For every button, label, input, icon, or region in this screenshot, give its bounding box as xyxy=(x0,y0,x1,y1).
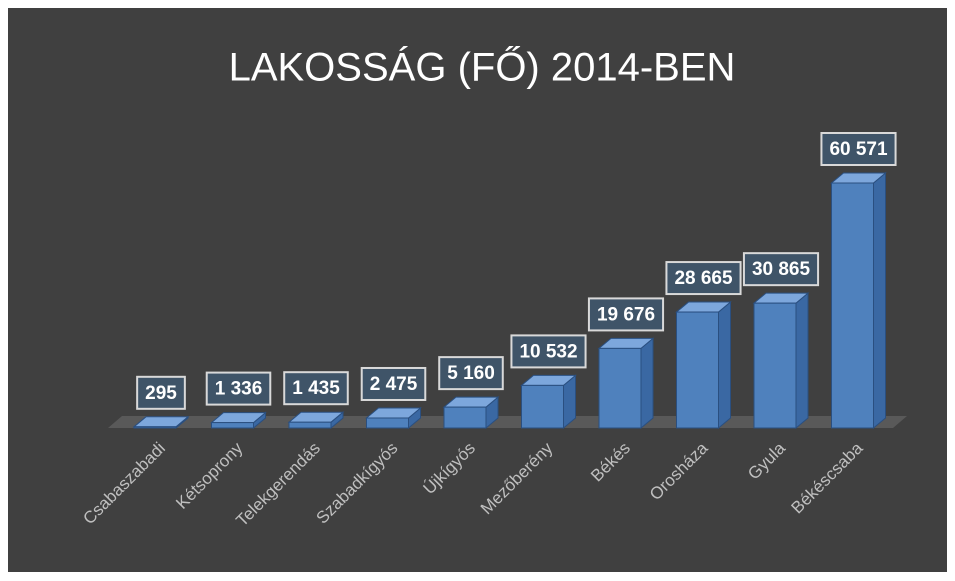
bar-group xyxy=(132,415,190,430)
bar-side xyxy=(795,292,809,430)
bar xyxy=(443,406,487,429)
value-label-box xyxy=(438,356,504,391)
value-label: 28 665 xyxy=(674,268,733,289)
bar xyxy=(366,417,409,429)
bar-group xyxy=(210,411,267,430)
bar-side xyxy=(873,171,886,430)
value-label-box xyxy=(510,334,587,369)
bar-group xyxy=(675,300,732,430)
value-label-box xyxy=(665,261,742,296)
bar xyxy=(288,421,332,429)
bar-group xyxy=(365,406,422,430)
value-label: 2 475 xyxy=(370,374,418,395)
chart-title: LAKOSSÁG (FŐ) 2014-BEN xyxy=(229,45,736,90)
bar xyxy=(133,426,177,429)
value-label-box xyxy=(742,252,820,287)
value-label-box xyxy=(820,132,897,166)
value-label: 1 336 xyxy=(215,379,263,400)
value-label: 295 xyxy=(145,383,177,404)
bar xyxy=(753,302,797,429)
bar-group xyxy=(287,411,345,430)
value-label: 19 676 xyxy=(597,304,655,325)
value-label: 10 532 xyxy=(519,341,577,362)
value-label-box xyxy=(283,371,349,406)
bar-group xyxy=(520,374,577,430)
bar-group xyxy=(752,292,810,430)
bar xyxy=(676,311,719,429)
value-label-box xyxy=(136,375,186,410)
bar xyxy=(211,422,254,429)
bar xyxy=(521,384,564,429)
value-label-box xyxy=(587,297,665,332)
value-label: 5 160 xyxy=(447,363,495,384)
bar xyxy=(598,347,642,429)
bar xyxy=(831,182,874,429)
bar-group xyxy=(442,396,500,430)
bar-side xyxy=(640,337,654,430)
chart-background xyxy=(8,8,947,572)
bar-side xyxy=(718,300,731,430)
value-label-box xyxy=(360,366,427,401)
bar-group xyxy=(597,337,655,430)
value-label: 30 865 xyxy=(752,259,811,280)
bar-group xyxy=(830,171,887,430)
value-label-box xyxy=(205,371,272,406)
value-label: 1 435 xyxy=(292,378,340,399)
value-label: 60 571 xyxy=(829,139,888,160)
